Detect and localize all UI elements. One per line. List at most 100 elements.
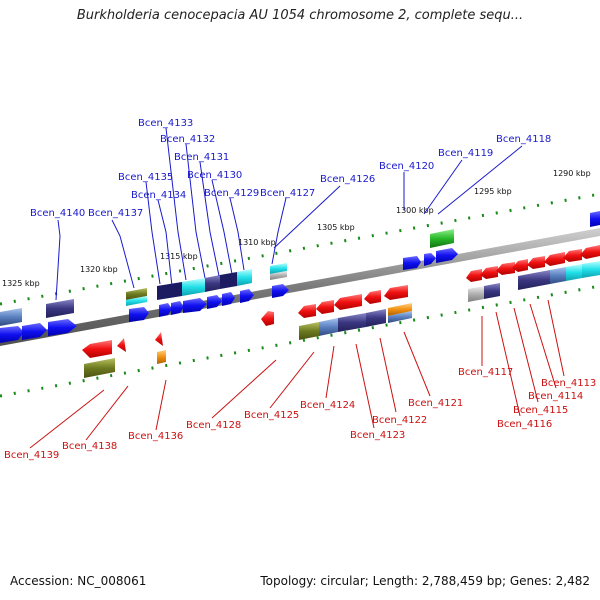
gene-block[interactable] [550,267,566,284]
gene-arrow-forward[interactable] [0,326,24,343]
gene-block[interactable] [157,350,166,364]
gene-label[interactable]: Bcen_4140 [30,208,85,219]
gene-label[interactable]: Bcen_4127 [260,188,315,199]
gene-block[interactable] [484,283,500,299]
gene-block[interactable] [84,358,115,378]
gene-label[interactable]: Bcen_4131 [174,152,229,163]
gene-arrow-reverse[interactable] [155,332,163,346]
gene-arrow-reverse[interactable] [364,290,381,304]
gene-arrow-reverse[interactable] [580,245,600,259]
gene-label[interactable]: Bcen_4118 [496,134,551,145]
gene-label[interactable]: Bcen_4124 [300,400,355,411]
gene-block[interactable] [220,272,237,289]
gene-label[interactable]: Bcen_4130 [187,170,242,181]
gene-arrow-forward[interactable] [22,323,47,340]
gene-block[interactable] [237,269,252,286]
gene-arrow-reverse[interactable] [466,269,482,282]
gene-block[interactable] [270,271,287,280]
gene-label[interactable]: Bcen_4126 [320,174,375,185]
scale-label: 1320 kbp [80,265,118,274]
gene-label[interactable]: Bcen_4137 [88,208,143,219]
gene-block[interactable] [566,264,582,281]
gene-block[interactable] [157,282,182,300]
gene-label[interactable]: Bcen_4129 [204,188,259,199]
topology-text: Topology: circular; Length: 2,788,459 bp… [260,574,590,588]
gene-block[interactable] [366,309,386,327]
gene-arrow-forward[interactable] [424,253,436,266]
gene-arrow-forward[interactable] [222,292,235,306]
gene-arrow-forward[interactable] [272,284,289,298]
scale-tick-row-lower [0,284,600,398]
scale-label: 1310 kbp [238,238,276,247]
map-title: Burkholderia cenocepacia AU 1054 chromos… [76,8,524,23]
gene-block[interactable] [270,263,287,274]
gene-label[interactable]: Bcen_4132 [160,134,215,145]
gene-block[interactable] [319,318,338,336]
forward-leader-lines [55,127,523,301]
gene-block[interactable] [299,322,319,340]
gene-arrow-reverse[interactable] [527,256,545,269]
gene-arrow-reverse[interactable] [298,304,316,318]
gene-block[interactable] [338,313,366,332]
forward-strand-genes [0,211,600,343]
scale-label: 1315 kbp [160,252,198,261]
gene-arrow-forward[interactable] [590,211,600,227]
gene-block[interactable] [430,229,454,248]
gene-block[interactable] [582,261,600,278]
gene-label[interactable]: Bcen_4134 [131,190,186,201]
gene-label[interactable]: Bcen_4113 [541,378,596,389]
gene-arrow-forward[interactable] [240,289,254,303]
forward-strand-blocks [0,229,454,326]
gene-label[interactable]: Bcen_4119 [438,148,493,159]
gene-label[interactable]: Bcen_4120 [379,161,434,172]
gene-label[interactable]: Bcen_4139 [4,450,59,461]
gene-arrow-reverse[interactable] [117,338,126,352]
gene-arrow-forward[interactable] [403,256,421,270]
gene-label[interactable]: Bcen_4116 [497,419,552,430]
scale-label: 1325 kbp [2,279,40,288]
gene-block[interactable] [182,278,205,296]
gene-block[interactable] [518,270,550,290]
gene-arrow-forward[interactable] [183,298,207,313]
reverse-strand-blocks [84,261,600,378]
gene-arrow-forward[interactable] [48,319,77,336]
gene-arrow-reverse[interactable] [512,259,528,272]
gene-block[interactable] [468,286,484,302]
gene-label[interactable]: Bcen_4114 [528,391,583,402]
gene-label[interactable]: Bcen_4122 [372,415,427,426]
gene-arrow-reverse[interactable] [480,266,498,279]
gene-label[interactable]: Bcen_4121 [408,398,463,409]
gene-label[interactable]: Bcen_4125 [244,410,299,421]
gene-arrow-reverse[interactable] [544,252,565,266]
gene-arrow-reverse[interactable] [82,340,112,358]
gene-arrow-reverse[interactable] [496,262,515,275]
gene-label[interactable]: Bcen_4117 [458,367,513,378]
gene-label[interactable]: Bcen_4128 [186,420,241,431]
gene-block[interactable] [0,308,22,326]
gene-block[interactable] [46,299,74,318]
gene-block[interactable] [388,311,412,323]
gene-arrow-reverse[interactable] [334,294,362,310]
forward-gene-labels: Bcen_4133 Bcen_4132 Bcen_4131 Bcen_4130 … [30,118,551,219]
gene-block[interactable] [126,296,147,306]
gene-label[interactable]: Bcen_4133 [138,118,193,129]
gene-arrow-forward[interactable] [171,301,184,315]
gene-label[interactable]: Bcen_4138 [62,441,117,452]
reverse-leader-lines [29,299,565,449]
gene-arrow-forward[interactable] [436,248,458,263]
reverse-strand-genes [82,245,600,358]
gene-arrow-reverse[interactable] [384,285,408,300]
gene-arrow-reverse[interactable] [261,311,274,326]
gene-label[interactable]: Bcen_4136 [128,431,183,442]
gene-label[interactable]: Bcen_4115 [513,405,568,416]
gene-label[interactable]: Bcen_4123 [350,430,405,441]
gene-arrow-forward[interactable] [207,295,222,309]
gene-arrow-forward[interactable] [129,307,149,322]
gene-arrow-reverse[interactable] [316,300,334,314]
gene-block[interactable] [388,303,412,316]
gene-block[interactable] [205,275,220,292]
gene-arrow-reverse[interactable] [563,249,582,262]
gene-arrow-forward[interactable] [159,303,172,317]
gene-label[interactable]: Bcen_4135 [118,172,173,183]
